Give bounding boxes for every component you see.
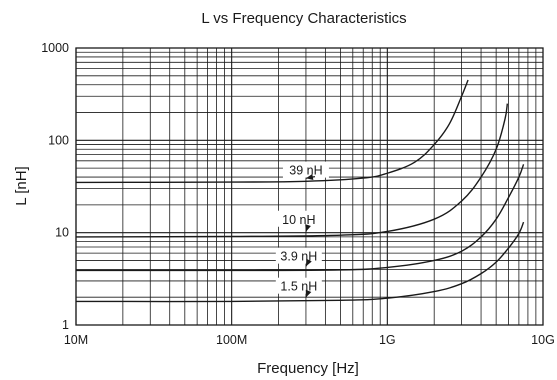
annotation-label: 1.5 nH [280, 280, 317, 294]
annotations: 39 nH 10 nH 3.9 nH 1.5 nH [275, 161, 329, 298]
annotation-label-background [282, 161, 329, 178]
annotation-10-nh: 10 nH [275, 210, 322, 232]
annotation-label: 10 nH [282, 213, 315, 227]
series-line-3-9-nh [75, 164, 525, 272]
series-line-39-nh [75, 79, 469, 184]
x-tick-label: 10M [64, 333, 88, 347]
annotation-arrow-head [305, 258, 312, 267]
series-line-1-5-nh [75, 221, 525, 303]
annotation-arrow-head [305, 174, 314, 180]
annotation-arrow-head [305, 224, 311, 232]
y-tick-label: 10 [55, 226, 69, 240]
annotation-label: 39 nH [289, 164, 322, 178]
annotation-3-9-nh: 3.9 nH [275, 247, 322, 267]
x-tick-labels: 10M 100M 1G 10G [64, 333, 555, 347]
y-tick-labels: 1 10 100 1000 [41, 41, 69, 332]
y-tick-label: 100 [48, 133, 69, 147]
x-tick-label: 1G [379, 333, 396, 347]
series-line-10-nh [75, 103, 509, 238]
plot-frame [75, 47, 544, 326]
y-tick-label: 1 [62, 318, 69, 332]
annotation-arrow-head [305, 289, 312, 298]
data-curves [75, 79, 525, 303]
y-tick-label: 1000 [41, 41, 69, 55]
grid-lines [75, 48, 543, 326]
annotation-1-5-nh: 1.5 nH [275, 277, 322, 298]
annotation-label-background [275, 277, 322, 294]
chart-title: L vs Frequency Characteristics [201, 10, 406, 27]
x-tick-label: 100M [216, 333, 247, 347]
annotation-39-nh: 39 nH [282, 161, 329, 180]
annotation-label: 3.9 nH [280, 250, 317, 264]
x-tick-label: 10G [531, 333, 555, 347]
annotation-label-background [275, 210, 322, 227]
annotation-label-background [275, 247, 322, 264]
y-axis-label: L [nH] [13, 166, 30, 205]
x-axis-label: Frequency [Hz] [257, 360, 359, 377]
